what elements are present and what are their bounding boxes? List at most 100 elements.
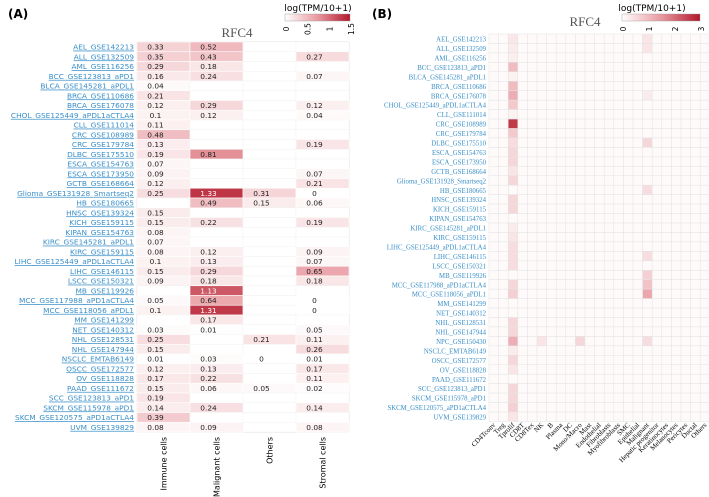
panel-b-row-label[interactable]: PAAD_GSE111672: [432, 377, 487, 384]
panel-b-cell: [517, 355, 528, 365]
panel-b-row-label[interactable]: LIHC_GSE125449_aPDL1aCTLA4: [387, 244, 487, 251]
panel-b-row-label[interactable]: CLL_GSE111014: [437, 112, 487, 119]
panel-a-cell-label: 0.13: [147, 140, 164, 149]
panel-a-row-label[interactable]: SKCM_GSE120575_aPD1aCTLA4: [15, 413, 134, 422]
panel-a-row-label[interactable]: NSCLC_EMTAB6149: [62, 355, 135, 364]
panel-b-row-label[interactable]: MB_GSE119926: [439, 273, 487, 280]
panel-a-row-label[interactable]: BRCA_GSE110686: [67, 91, 134, 100]
panel-b-row-label[interactable]: AEL_GSE142213: [436, 37, 486, 44]
panel-a-row-label[interactable]: AEL_GSE142213: [73, 43, 134, 52]
panel-a-row-label[interactable]: KIRC_GSE145281_aPDL1: [43, 238, 134, 247]
panel-a-row-label[interactable]: NET_GSE140312: [72, 325, 134, 334]
panel-b-row-label[interactable]: KICH_GSE159115: [433, 207, 487, 214]
panel-b-row-label[interactable]: BLCA_GSE145281_aPDL1: [409, 74, 486, 81]
panel-b-row-label[interactable]: UVM_GSE139829: [434, 415, 487, 422]
panel-b-row-label[interactable]: CHOL_GSE125449_aPDL1aCTLA4: [384, 103, 487, 110]
panel-b-cell: [623, 222, 634, 233]
panel-b-row-label[interactable]: BRCA_GSE176078: [431, 93, 487, 100]
panel-a-row-label[interactable]: NHL_GSE128531: [72, 335, 134, 344]
panel-b-row-label[interactable]: ESCA_GSE173950: [432, 159, 487, 166]
panel-a-row-label[interactable]: GCTB_GSE168664: [67, 179, 135, 188]
panel-b-cell: [488, 62, 499, 73]
panel-a-row-label[interactable]: KIPAN_GSE154763: [65, 228, 134, 237]
panel-b-row-label[interactable]: SKCM_GSE115978_aPD1: [412, 396, 486, 403]
panel-b-cell: [594, 43, 605, 54]
panel-a-row-label[interactable]: LIHC_GSE125449_aPDL1aCTLA4: [15, 257, 135, 266]
panel-a-row-label[interactable]: ESCA_GSE173950: [67, 169, 134, 178]
panel-b-row-label[interactable]: KIRC_GSE145281_aPDL1: [410, 226, 486, 233]
panel-b-cell: [680, 33, 691, 44]
panel-b-cell: [642, 118, 653, 129]
panel-b-row-label[interactable]: LIHC_GSE146115: [434, 254, 487, 261]
panel-b-cell: [527, 156, 538, 167]
panel-b-row-label[interactable]: SCC_GSE123813_aPD1: [418, 386, 486, 393]
panel-a-row-label[interactable]: AML_GSE116256: [71, 62, 134, 71]
panel-a-row-label[interactable]: UVM_GSE139829: [70, 423, 134, 432]
panel-b-row-label[interactable]: ALL_GSE132509: [436, 46, 486, 53]
panel-a-row-label[interactable]: SCC_GSE123813_aPD1: [49, 394, 134, 403]
panel-a-row-label[interactable]: KICH_GSE159115: [69, 218, 134, 227]
panel-b-cell: [613, 336, 624, 347]
panel-a-row-label[interactable]: CLL_GSE111014: [74, 121, 135, 130]
panel-a-row-label[interactable]: SKCM_GSE115978_aPD1: [43, 403, 134, 412]
panel-b-row-label[interactable]: ESCA_GSE154763: [432, 150, 487, 157]
panel-b-row-label[interactable]: OSCC_GSE172577: [432, 358, 487, 365]
panel-a-row-label[interactable]: HB_GSE180665: [76, 199, 134, 208]
panel-a-row-label[interactable]: DLBC_GSE175510: [67, 150, 134, 159]
panel-b-cell: [546, 317, 557, 328]
panel-b-cell: [498, 402, 509, 413]
panel-a-row-label[interactable]: BCC_GSE123813_aPD1: [49, 72, 135, 81]
panel-b-cell: [594, 336, 605, 347]
panel-a-row-label[interactable]: Glioma_GSE131928_Smartseq2: [17, 189, 134, 198]
panel-b-row-label[interactable]: MM_GSE141299: [437, 301, 486, 308]
panel-b-cell: [517, 326, 528, 337]
panel-b-row-label[interactable]: NHL_GSE128531: [435, 320, 486, 327]
panel-b-row-label[interactable]: BCC_GSE123813_aPD1: [417, 65, 486, 72]
panel-b-row-label[interactable]: NSCLC_EMTAB6149: [424, 348, 487, 355]
panel-a-row-label[interactable]: LIHC_GSE146115: [70, 267, 134, 276]
panel-a-row-label[interactable]: CRC_GSE108989: [72, 130, 134, 139]
panel-b-cell: [680, 109, 691, 120]
panel-b-row-label[interactable]: HB_GSE180665: [440, 188, 487, 195]
panel-a-row-label[interactable]: ALL_GSE132509: [74, 52, 135, 61]
panel-a-row-label[interactable]: OV_GSE118828: [76, 374, 134, 383]
panel-b-row-label[interactable]: KIPAN_GSE154763: [429, 216, 486, 223]
panel-a-row-label[interactable]: NHL_GSE147944: [72, 345, 134, 354]
panel-b-cell: [680, 336, 691, 347]
panel-b-row-label[interactable]: KIRC_GSE159115: [433, 235, 486, 242]
panel-a-row-label[interactable]: CRC_GSE179784: [72, 140, 134, 149]
panel-b-row-label[interactable]: MCC_GSE118056_aPDL1: [412, 292, 486, 299]
panel-a-row-label[interactable]: MM_GSE141299: [74, 316, 134, 325]
panel-a-row-label[interactable]: BLCA_GSE145281_aPDL1: [40, 82, 134, 91]
panel-b-row-label[interactable]: CRC_GSE108989: [436, 122, 487, 129]
panel-b-row-label[interactable]: OV_GSE118828: [440, 367, 487, 374]
panel-b-row-label[interactable]: NHL_GSE147944: [435, 330, 486, 337]
panel-b-cell: [488, 232, 499, 243]
panel-a-row-label[interactable]: LSCC_GSE150321: [68, 277, 134, 286]
panel-b-row-label[interactable]: NPC_GSE150430: [436, 339, 486, 346]
panel-b-cell: [699, 345, 709, 356]
panel-b-row-label[interactable]: GCTB_GSE168664: [431, 169, 486, 176]
panel-a-row-label[interactable]: BRCA_GSE176078: [67, 101, 134, 110]
panel-b-row-label[interactable]: NET_GSE140312: [436, 311, 486, 318]
panel-a-row-label[interactable]: PAAD_GSE111672: [67, 384, 134, 393]
panel-a-row-label[interactable]: MCC_GSE117988_aPD1aCTLA4: [19, 296, 134, 305]
panel-a-row-label[interactable]: HNSC_GSE139324: [66, 208, 134, 217]
panel-a-row-label[interactable]: MCC_GSE118056_aPDL1: [43, 306, 134, 315]
panel-a-row-label[interactable]: ESCA_GSE154763: [67, 160, 134, 169]
panel-a-row-label[interactable]: KIRC_GSE159115: [70, 247, 134, 256]
panel-b-row-label[interactable]: CRC_GSE179784: [436, 131, 487, 138]
panel-a-row-label[interactable]: OSCC_GSE172577: [66, 364, 134, 373]
panel-b-row-label[interactable]: LSCC_GSE150321: [432, 263, 486, 270]
panel-a-row-label[interactable]: MB_GSE119926: [76, 286, 135, 295]
panel-b-row-label[interactable]: DLBC_GSE175510: [431, 141, 486, 148]
panel-b-cell: [546, 213, 557, 224]
panel-b-row-label[interactable]: MCC_GSE117988_aPD1aCTLA4: [392, 282, 487, 289]
panel-a-row-label[interactable]: CHOL_GSE125449_aPDL1aCTLA4: [11, 111, 134, 120]
panel-b-row-label[interactable]: SKCM_GSE120575_aPD1aCTLA4: [387, 405, 486, 412]
panel-b-row-label[interactable]: BRCA_GSE110686: [431, 84, 486, 91]
panel-a-cell-empty: [242, 412, 297, 423]
panel-b-row-label[interactable]: HNSC_GSE139324: [431, 197, 486, 204]
panel-b-row-label[interactable]: AML_GSE116256: [435, 55, 487, 62]
panel-b-row-label[interactable]: Glioma_GSE131928_Smartseq2: [397, 178, 487, 185]
